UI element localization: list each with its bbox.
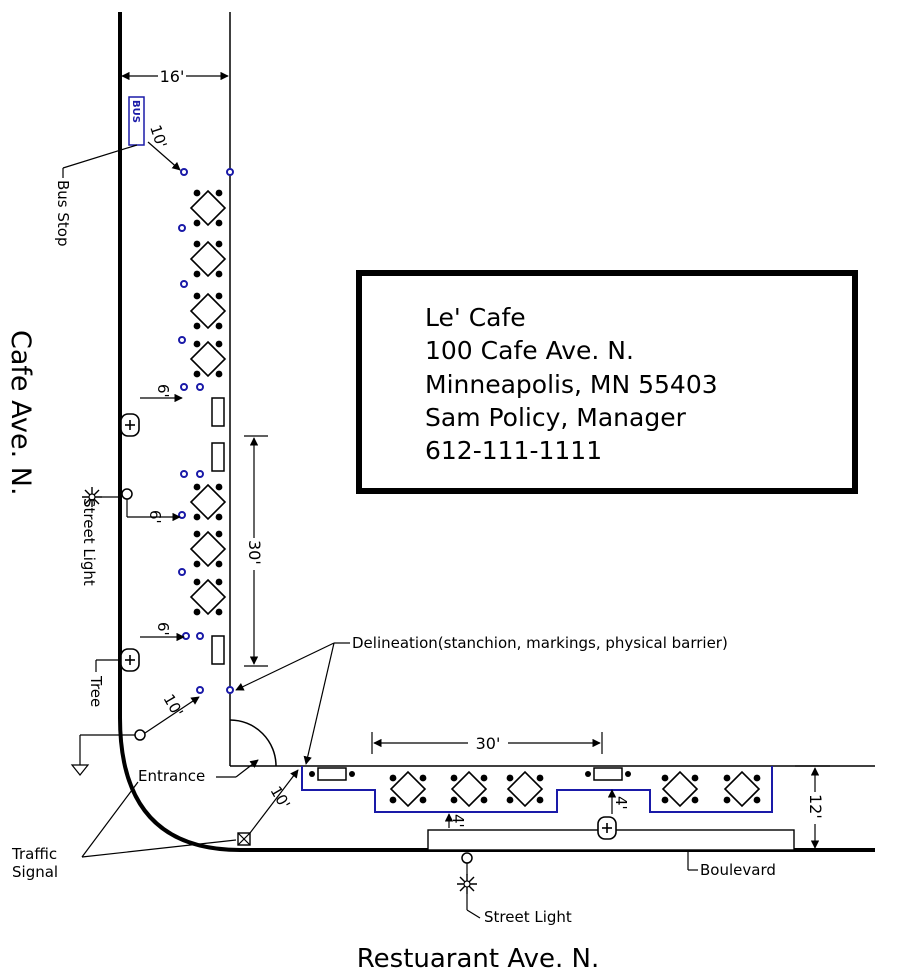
side-table xyxy=(190,577,226,617)
light-pole xyxy=(121,488,133,500)
front-delineation-outline xyxy=(301,766,773,813)
info-line-4: Sam Policy, Manager xyxy=(425,403,687,432)
dim-corner-offset-2: 10' xyxy=(267,783,294,812)
street-light-label-side: Street Light xyxy=(80,498,98,586)
dim-front-width: 12' xyxy=(806,794,825,819)
street-light-icon xyxy=(456,873,478,895)
bus-stop-label: Bus Stop xyxy=(54,180,72,246)
dim-light-offset: 6' xyxy=(146,510,164,524)
side-table xyxy=(190,291,226,331)
side-table xyxy=(190,239,226,279)
dim-boulevard-offset-1: 4' xyxy=(449,814,467,828)
tree-icon xyxy=(120,648,140,672)
tree-icon xyxy=(597,816,617,840)
entrance-door-swing xyxy=(229,719,277,767)
info-box xyxy=(356,270,858,494)
front-table xyxy=(388,771,428,807)
side-table xyxy=(190,482,226,522)
tree-label: Tree xyxy=(87,675,105,707)
front-table xyxy=(660,771,700,807)
dim-side-length: 30' xyxy=(245,540,264,565)
dim-planter-offset-1: 6' xyxy=(154,384,172,398)
ground-arrow-icon xyxy=(70,764,90,776)
front-table xyxy=(505,771,545,807)
dim-bus-offset: 10' xyxy=(146,123,170,151)
side-table xyxy=(190,188,226,228)
dim-corner-offset-1: 10' xyxy=(160,691,187,720)
front-table xyxy=(449,771,489,807)
light-pole xyxy=(461,852,473,864)
front-bench xyxy=(585,767,631,781)
tree-icon xyxy=(120,413,140,437)
info-line-2: 100 Cafe Ave. N. xyxy=(425,336,634,365)
info-line-5: 612-111-1111 xyxy=(425,436,602,465)
front-bench xyxy=(309,767,355,781)
traffic-signal-label-1: Traffic xyxy=(11,845,57,863)
bus-sign-text: BUS xyxy=(130,100,141,123)
traffic-signal-label-2: Signal xyxy=(12,863,58,881)
street-name-vertical: Cafe Ave. N. xyxy=(5,330,36,496)
side-table xyxy=(190,529,226,569)
entrance-label: Entrance xyxy=(138,767,205,785)
dim-planter-offset-2: 6' xyxy=(154,622,172,636)
front-table xyxy=(722,771,762,807)
info-line-1: Le' Cafe xyxy=(425,303,526,332)
dim-sidewalk-width: 16' xyxy=(160,67,185,86)
curb-line xyxy=(118,12,875,852)
street-light-label-front: Street Light xyxy=(484,908,572,926)
traffic-signal-pole xyxy=(134,729,146,741)
boulevard-label: Boulevard xyxy=(700,861,776,879)
delineation-label: Delineation(stanchion, markings, physica… xyxy=(352,634,728,652)
street-name-horizontal: Restuarant Ave. N. xyxy=(357,944,600,974)
side-bench xyxy=(211,635,225,665)
side-table xyxy=(190,339,226,379)
dim-front-length: 30' xyxy=(476,734,501,753)
side-bench xyxy=(211,442,225,472)
side-bench xyxy=(211,397,225,427)
dim-boulevard-offset-2: 4' xyxy=(612,796,630,810)
info-line-3: Minneapolis, MN 55403 xyxy=(425,370,718,399)
